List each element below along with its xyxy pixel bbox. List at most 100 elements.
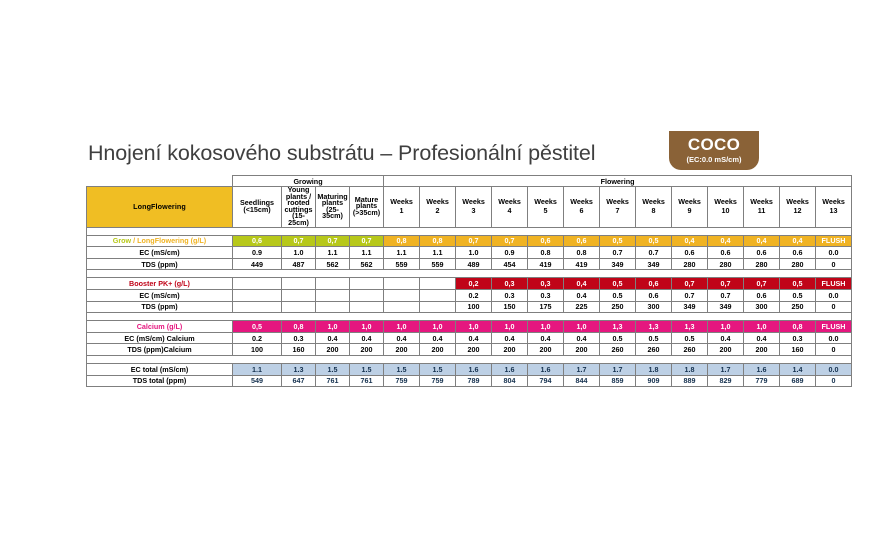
grow-longflowering-dose-week-1: 0,8 [383,234,421,248]
week-header-1: Weeks 1 [383,186,421,228]
booster-pk-tds-week-1 [383,300,421,314]
growing-col-header-1: Seedlings (<15cm) [232,186,282,228]
dose-row: Booster PK+ (g/L) 0,2 0,3 0,3 0,4 0,5 0,6 0,7 0,… [86,277,853,290]
tds-row: TDS (ppm) 100 150 175 225 250 300 349 349 300 250 0 [86,300,853,314]
booster-pk-ec-week-9: 0.7 [671,288,709,302]
calcium-ec-week-9: 0.5 [671,331,709,345]
grow-longflowering-dose-week-8: 0,5 [635,234,673,248]
band-blank [86,175,233,187]
booster-pk-dose-week-2 [419,277,457,290]
ec-row: EC (mS/cm) 0.9 1.0 1.1 1.1 1.1 1.1 1.0 0.9 0.8 0.8… [86,246,853,259]
booster-pk-tds-growing-3 [315,300,350,314]
calcium-tds-week-2: 200 [419,343,457,356]
total-tds-week-10: 829 [707,374,745,388]
total-tds-row: TDS total (ppm) 549 647 761 761 759 759 789 804 7… [86,374,853,388]
total-tds-week-3: 789 [455,374,493,388]
calcium-tds-growing-1: 100 [232,343,282,356]
grow-longflowering-ec-week-9: 0.6 [671,246,709,259]
booster-pk-tds-growing-4 [348,300,385,314]
total-tds-week-1: 759 [383,374,421,388]
calcium-label: Calcium (g/L) [86,320,233,333]
calcium-tds-week-5: 200 [527,343,565,356]
grow-longflowering-dose-week-10: 0,4 [707,234,745,248]
calcium-ec-week-8: 0.5 [635,331,673,345]
total-ec-week-9: 1.8 [671,362,709,376]
grow-longflowering-ec-week-12: 0.6 [779,246,817,259]
total-tds-week-7: 859 [599,374,637,388]
section-growing-label: Growing [231,175,385,187]
grow-longflowering-tds-week-5: 419 [527,257,565,271]
grow-longflowering-tds-week-1: 559 [383,257,421,271]
grow-longflowering-ec-growing-2: 1.0 [281,246,316,259]
ec-row: EC (mS/cm) 0.2 0.3 0.3 0.4 0.5 0.6 0.7 0.7 0.6 0.5… [86,288,853,302]
calcium-tds-week-9: 260 [671,343,709,356]
booster-pk-ec-label: EC (mS/cm) [86,288,233,302]
week-header-7: Weeks 7 [599,186,637,228]
booster-pk-ec-week-4: 0.3 [491,288,529,302]
booster-pk-dose-week-4: 0,3 [491,277,529,290]
total-ec-week-11: 1.6 [743,362,781,376]
total-tds-growing-2: 647 [281,374,316,388]
dose-row: Calcium (g/L) 0,5 0,8 1,0 1,0 1,0 1,0 1,0 1,0 1,0… [86,320,853,333]
week-header-4: Weeks 4 [491,186,529,228]
booster-pk-dose-week-6: 0,4 [563,277,601,290]
total-ec-week-13: 0.0 [815,362,853,376]
column-header-row: LongFlowering Seedlings (<15cm) Young plant… [86,186,853,228]
total-ec-week-7: 1.7 [599,362,637,376]
calcium-ec-week-4: 0.4 [491,331,529,345]
total-ec-week-10: 1.7 [707,362,745,376]
total-ec-growing-1: 1.1 [232,362,282,376]
grow-longflowering-ec-week-10: 0.6 [707,246,745,259]
total-ec-label: EC total (mS/cm) [86,362,233,376]
total-ec-week-8: 1.8 [635,362,673,376]
total-tds-week-4: 804 [491,374,529,388]
spacer-row [85,354,853,364]
booster-pk-dose-week-8: 0,6 [635,277,673,290]
total-tds-growing-1: 549 [232,374,282,388]
calcium-ec-growing-3: 0.4 [315,331,350,345]
total-ec-growing-4: 1.5 [348,362,385,376]
grow-longflowering-tds-week-6: 419 [563,257,601,271]
booster-pk-dose-week-1 [383,277,421,290]
grow-longflowering-tds-week-7: 349 [599,257,637,271]
calcium-dose-week-5: 1,0 [527,320,565,333]
calcium-dose-week-8: 1,3 [635,320,673,333]
booster-pk-dose-growing-1 [232,277,282,290]
week-header-9: Weeks 9 [671,186,709,228]
grow-longflowering-dose-growing-3: 0,7 [315,234,350,248]
booster-pk-tds-week-2 [419,300,457,314]
booster-pk-tds-week-10: 349 [707,300,745,314]
calcium-ec-week-13: 0.0 [815,331,853,345]
booster-pk-tds-label: TDS (ppm) [86,300,233,314]
total-tds-week-2: 759 [419,374,457,388]
booster-pk-tds-week-8: 300 [635,300,673,314]
calcium-dose-week-11: 1,0 [743,320,781,333]
calcium-tds-week-1: 200 [383,343,421,356]
calcium-ec-week-3: 0.4 [455,331,493,345]
booster-pk-dose-week-7: 0,5 [599,277,637,290]
grow-longflowering-dose-growing-1: 0,6 [232,234,282,248]
calcium-tds-label: TDS (ppm)Calcium [86,343,233,356]
grow-longflowering-tds-label: TDS (ppm) [86,257,233,271]
grow-longflowering-tds-growing-4: 562 [348,257,385,271]
booster-pk-tds-week-12: 250 [779,300,817,314]
booster-pk-tds-week-11: 300 [743,300,781,314]
calcium-dose-week-3: 1,0 [455,320,493,333]
calcium-tds-week-12: 160 [779,343,817,356]
calcium-dose-week-12: 0,8 [779,320,817,333]
booster-pk-tds-week-13: 0 [815,300,853,314]
booster-pk-ec-week-7: 0.5 [599,288,637,302]
grow-longflowering-dose-growing-2: 0,7 [281,234,316,248]
schedule-grid: Growing Flowering LongFlowering Seedlings (<… [85,175,853,388]
grow-longflowering-tds-week-13: 0 [815,257,853,271]
calcium-dose-week-4: 1,0 [491,320,529,333]
booster-pk-tds-week-9: 349 [671,300,709,314]
calcium-dose-week-7: 1,3 [599,320,637,333]
total-ec-week-3: 1.6 [455,362,493,376]
calcium-dose-growing-2: 0,8 [281,320,316,333]
grow-longflowering-dose-week-3: 0,7 [455,234,493,248]
total-ec-growing-3: 1.5 [315,362,350,376]
booster-pk-ec-week-12: 0.5 [779,288,817,302]
booster-pk-dose-growing-3 [315,277,350,290]
